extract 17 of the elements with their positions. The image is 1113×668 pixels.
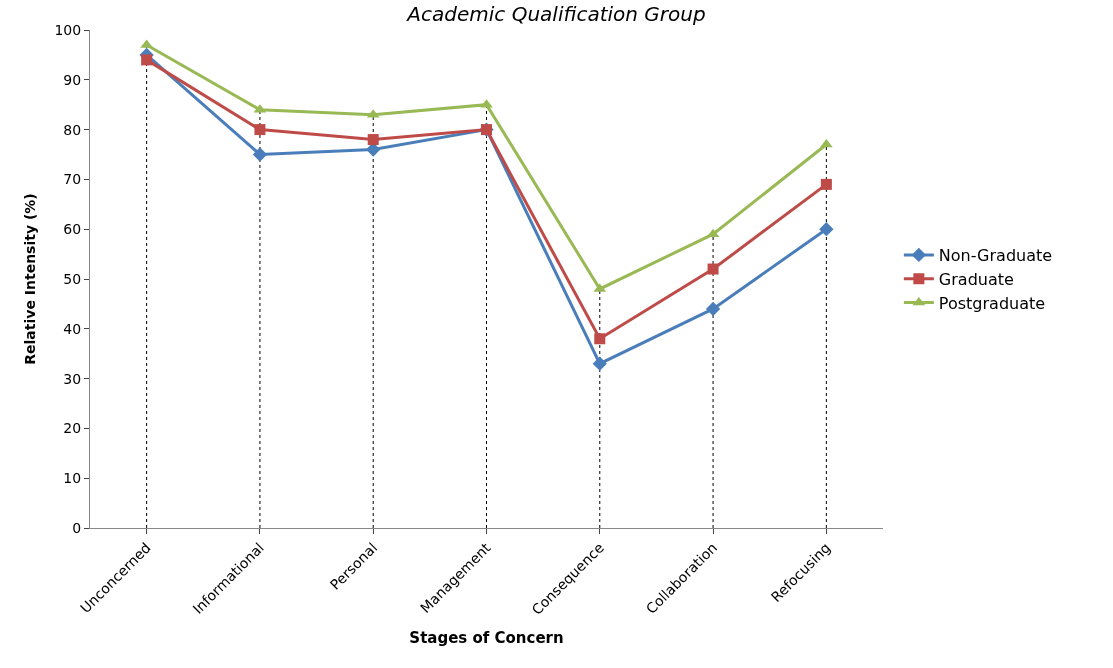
legend-label: Postgraduate	[938, 293, 1046, 313]
y-tick-label: 10	[63, 470, 82, 487]
y-tick-label: 90	[63, 71, 82, 88]
y-tick-label: 70	[63, 171, 82, 188]
y-tick-label: 40	[63, 320, 82, 337]
y-tick-label: 60	[63, 221, 82, 238]
y-axis-title: Relative Intensity (%)	[22, 193, 39, 365]
y-tick-label: 0	[72, 519, 82, 536]
y-tick-label: 20	[63, 420, 82, 437]
y-tick-label: 80	[63, 121, 82, 138]
chart-title: Academic Qualification Group	[405, 1, 706, 26]
x-axis-title: Stages of Concern	[409, 628, 564, 647]
legend-label: Non-Graduate	[938, 246, 1053, 266]
y-tick-label: 50	[63, 270, 82, 287]
y-tick-label: 100	[54, 21, 82, 38]
legend-label: Graduate	[938, 269, 1014, 289]
y-tick-label: 30	[63, 370, 82, 387]
